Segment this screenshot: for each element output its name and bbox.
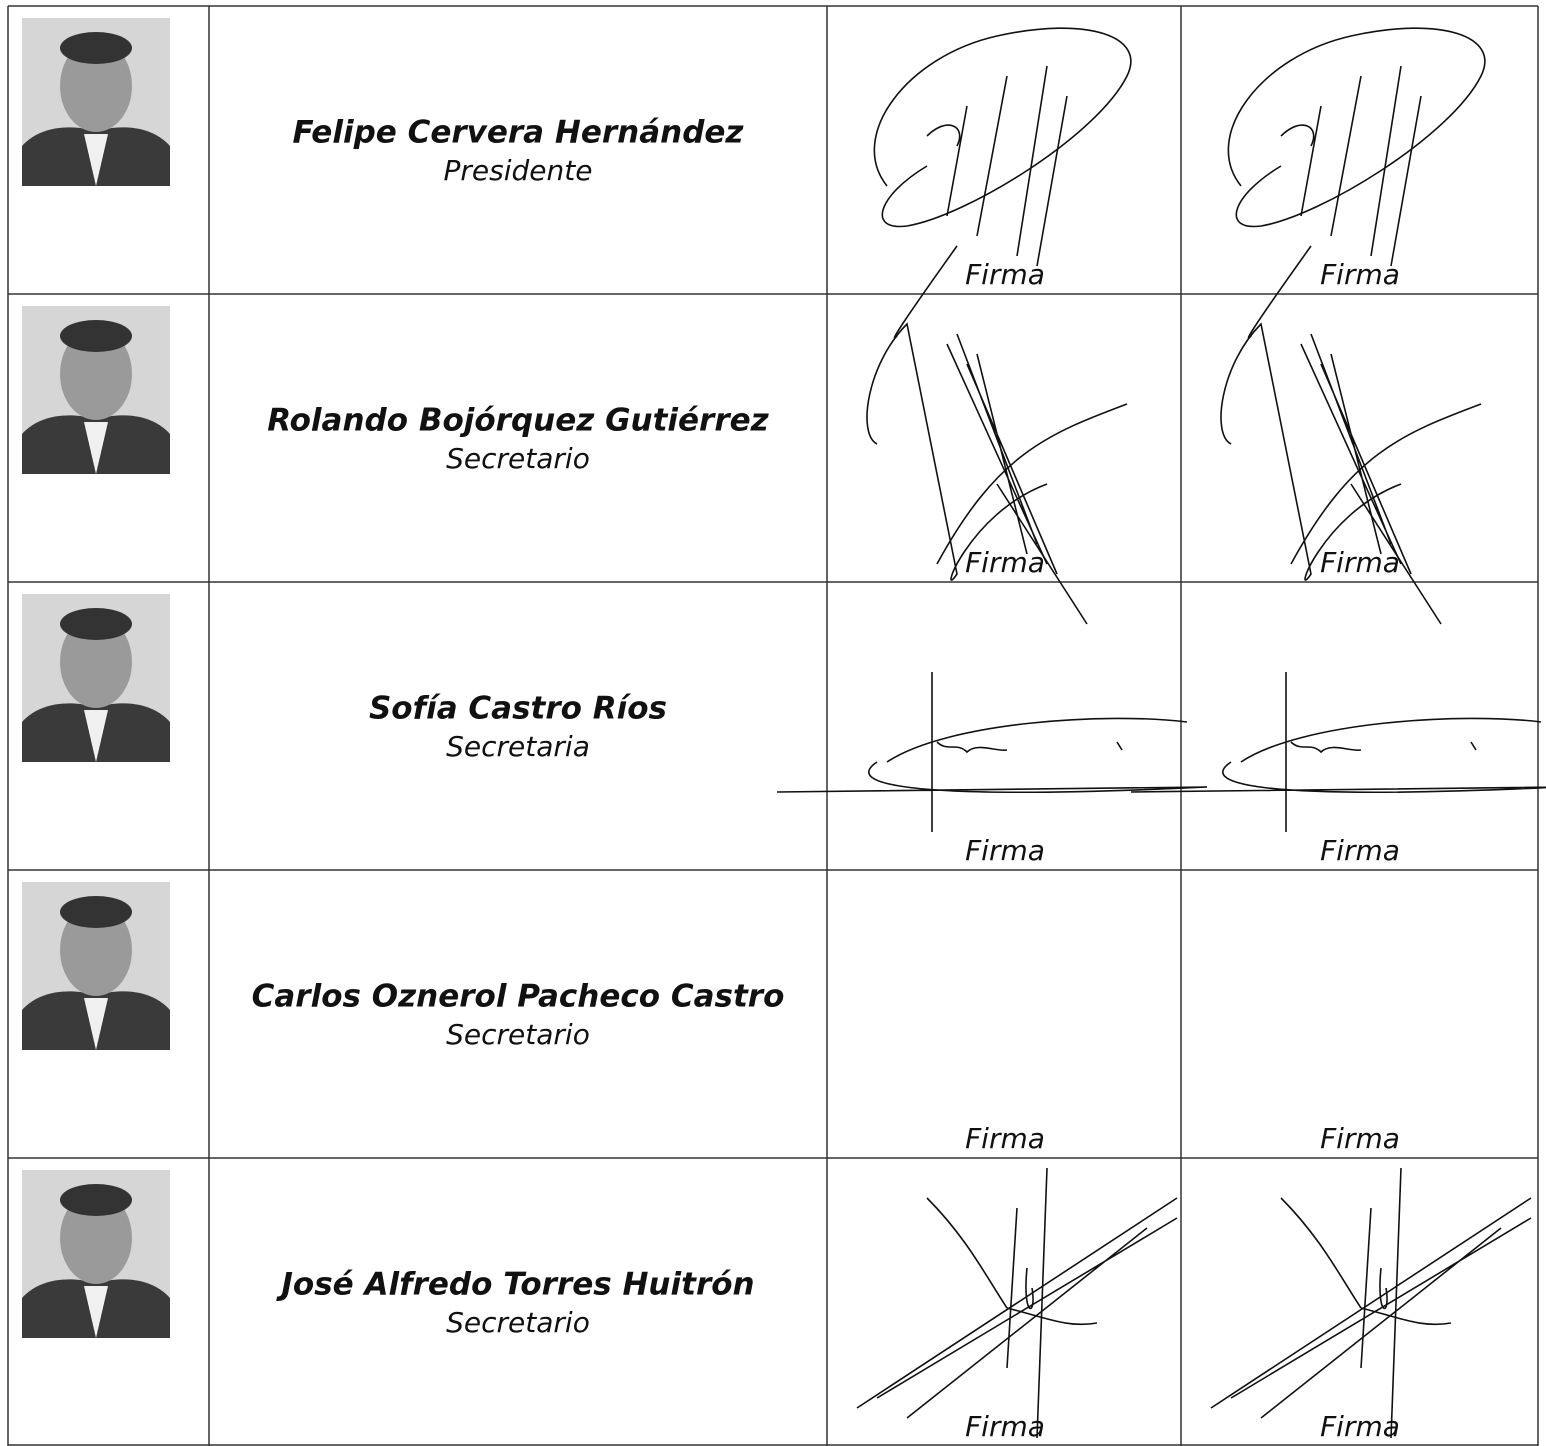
signature-stroke — [936, 741, 1123, 754]
signature-stroke — [866, 322, 1048, 581]
signature-label: Firma — [1320, 258, 1400, 291]
portrait-photo — [22, 594, 170, 762]
signature-stroke — [926, 65, 1068, 267]
photo-shirt — [84, 998, 108, 1050]
member-name: Carlos Oznerol Pacheco Castro — [252, 979, 785, 1015]
portrait-photo — [22, 18, 170, 186]
signature-stroke — [996, 483, 1088, 625]
member-role: Secretario — [446, 1018, 590, 1051]
signature-stroke — [776, 672, 1208, 832]
signature-stroke — [856, 1167, 1178, 1439]
signature — [856, 1167, 1178, 1439]
photo-face — [60, 904, 132, 996]
signature-label: Firma — [965, 1122, 1045, 1155]
signature-stroke — [1290, 741, 1477, 754]
signature-label: Firma — [1320, 546, 1400, 579]
signature-stroke — [1006, 1267, 1098, 1326]
signature — [873, 27, 1132, 339]
signature-stroke — [1130, 672, 1546, 832]
signature-label: Firma — [965, 834, 1045, 867]
signature-label: Firma — [965, 546, 1045, 579]
member-role: Presidente — [444, 154, 593, 187]
signature-stroke — [873, 27, 1132, 228]
portrait-photo — [22, 882, 170, 1050]
signature-stroke — [936, 333, 1128, 575]
photo-hair — [60, 320, 132, 352]
signature — [1220, 322, 1482, 625]
signature — [1130, 672, 1546, 832]
signature — [776, 672, 1208, 832]
signature-stroke — [1227, 27, 1486, 228]
member-name: José Alfredo Torres Huitrón — [275, 1267, 754, 1303]
signature-stroke — [1350, 483, 1442, 625]
photo-face — [60, 40, 132, 132]
photo-face — [60, 1192, 132, 1284]
portrait-photo — [22, 306, 170, 474]
photo-hair — [60, 1184, 132, 1216]
photo-hair — [60, 896, 132, 928]
signature-stroke — [1210, 1167, 1532, 1439]
signature-label: Firma — [1320, 1122, 1400, 1155]
signature-stroke — [1360, 1267, 1452, 1326]
member-name: Rolando Bojórquez Gutiérrez — [267, 403, 769, 439]
signature-stroke — [1220, 322, 1402, 581]
signature — [866, 322, 1128, 625]
member-role: Secretario — [446, 442, 590, 475]
photo-hair — [60, 32, 132, 64]
signature-stroke — [1280, 65, 1422, 267]
signature-stroke — [1290, 333, 1482, 575]
member-name: Sofía Castro Ríos — [369, 691, 667, 727]
member-name: Felipe Cervera Hernández — [293, 115, 745, 151]
photo-shirt — [84, 134, 108, 186]
signature-label: Firma — [965, 258, 1045, 291]
signature-stroke — [1247, 245, 1312, 339]
member-role: Secretario — [446, 1306, 590, 1339]
photo-shirt — [84, 710, 108, 762]
member-role: Secretaria — [446, 730, 590, 763]
signature — [1210, 1167, 1532, 1439]
signature-label: Firma — [965, 1410, 1045, 1443]
photo-hair — [60, 608, 132, 640]
photo-shirt — [84, 422, 108, 474]
signature — [1227, 27, 1486, 339]
signature-label: Firma — [1320, 1410, 1400, 1443]
photo-face — [60, 616, 132, 708]
photo-shirt — [84, 1286, 108, 1338]
signature-label: Firma — [1320, 834, 1400, 867]
portrait-photo — [22, 1170, 170, 1338]
signature-stroke — [893, 245, 958, 339]
photo-face — [60, 328, 132, 420]
